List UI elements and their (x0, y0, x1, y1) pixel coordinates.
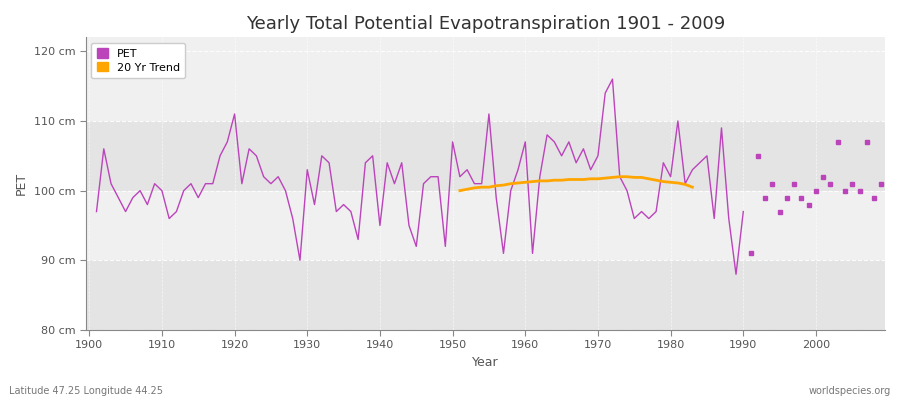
Bar (86, 260, 885, 330)
X-axis label: Year: Year (472, 356, 499, 369)
Text: Latitude 47.25 Longitude 44.25: Latitude 47.25 Longitude 44.25 (9, 386, 163, 396)
Bar (86, 121, 885, 191)
Legend: PET, 20 Yr Trend: PET, 20 Yr Trend (91, 43, 185, 78)
Text: worldspecies.org: worldspecies.org (809, 386, 891, 396)
Y-axis label: PET: PET (15, 172, 28, 195)
Title: Yearly Total Potential Evapotranspiration 1901 - 2009: Yearly Total Potential Evapotranspiratio… (246, 15, 724, 33)
